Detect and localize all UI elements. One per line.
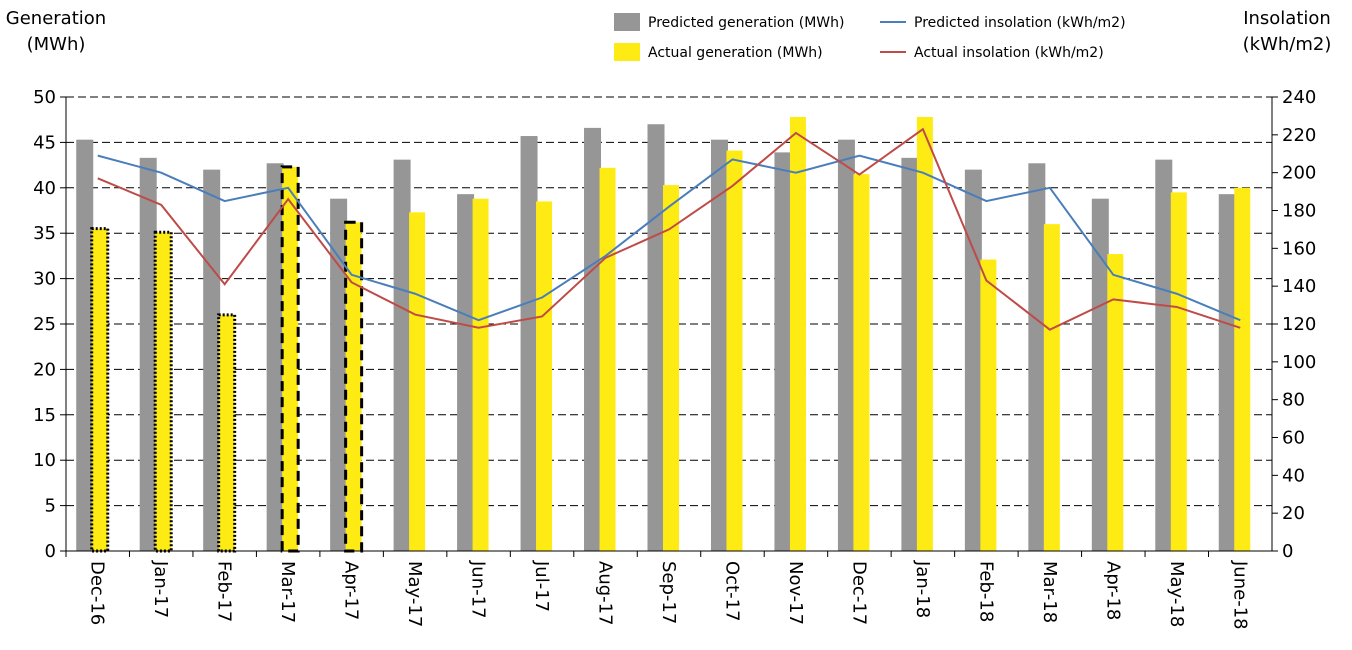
y2-tick-label: 220 — [1282, 125, 1316, 146]
y2-tick-label: 240 — [1282, 87, 1316, 108]
x-tick-label: Apr-18 — [1102, 561, 1123, 620]
legend-swatch — [614, 43, 640, 61]
bar — [584, 127, 602, 551]
legend-label: Predicted insolation (kWh/m2) — [914, 15, 1126, 31]
x-tick-label: May-18 — [1166, 561, 1187, 627]
x-tick-label: Sep-17 — [658, 561, 679, 624]
bar — [1043, 224, 1060, 551]
bar — [901, 157, 919, 551]
bar — [266, 163, 284, 551]
y-tick-label: 5 — [45, 496, 56, 517]
x-tick-label: Jun-17 — [468, 560, 489, 619]
bar — [980, 259, 997, 551]
y2-tick-label: 40 — [1282, 465, 1305, 486]
bar — [393, 159, 411, 552]
bar — [1170, 192, 1187, 551]
bar — [663, 185, 679, 552]
legend-label: Actual insolation (kWh/m2) — [914, 45, 1104, 61]
bar — [964, 169, 982, 551]
bar — [520, 136, 538, 551]
bar — [1107, 254, 1124, 552]
line — [97, 127, 1241, 331]
bar — [774, 152, 792, 551]
x-tick-label: Jan-17 — [150, 560, 171, 618]
bar — [76, 139, 94, 551]
y-tick-label: 40 — [33, 178, 56, 199]
y2-tick-label: 200 — [1282, 163, 1316, 184]
bar — [916, 116, 933, 551]
y2-tick-label: 0 — [1282, 541, 1293, 562]
bar — [599, 167, 616, 551]
legend-label: Predicted generation (MWh) — [648, 15, 844, 31]
bar — [1028, 163, 1046, 551]
bar — [457, 194, 475, 551]
bar — [1218, 194, 1236, 551]
y-tick-label: 45 — [33, 132, 56, 153]
y2-tick-label: 180 — [1282, 201, 1316, 222]
y-tick-label: 20 — [33, 359, 56, 380]
bar — [90, 227, 110, 553]
y-tick-label: 50 — [33, 87, 56, 108]
bar — [217, 313, 237, 553]
y2-tick-label: 60 — [1282, 428, 1305, 449]
x-tick-label: Mar-17 — [277, 561, 298, 623]
y-tick-label: 35 — [33, 223, 56, 244]
bar — [472, 198, 489, 552]
legend-swatch — [614, 13, 640, 31]
legend-label: Actual generation (MWh) — [648, 45, 823, 61]
y-axis-label: Generation (MWh) — [5, 8, 107, 55]
x-tick-label: Aug-17 — [595, 561, 616, 626]
bar — [789, 116, 806, 551]
bar — [1091, 198, 1109, 552]
y2-tick-label: 20 — [1282, 503, 1305, 524]
bar — [280, 165, 300, 553]
bar — [139, 157, 157, 551]
y2-tick-label: 120 — [1282, 314, 1316, 335]
x-tick-label: Feb-17 — [214, 561, 235, 622]
y2-tick-label: 160 — [1282, 238, 1316, 259]
x-tick-label: Feb-18 — [975, 561, 996, 622]
bar — [536, 201, 553, 552]
bar — [837, 139, 855, 551]
bar — [726, 150, 743, 551]
bar — [1155, 159, 1173, 552]
bar — [409, 212, 426, 552]
bar — [1234, 187, 1251, 552]
x-tick-label: Dec-17 — [848, 561, 869, 625]
line — [97, 154, 1241, 322]
y-tick-label: 10 — [33, 450, 56, 471]
y-tick-label: 30 — [33, 269, 56, 290]
x-tick-label: May-17 — [404, 561, 425, 627]
bar — [344, 220, 364, 553]
x-tick-label: Oct-17 — [721, 561, 742, 622]
x-tick-label: Nov-17 — [785, 561, 806, 625]
bar — [330, 198, 348, 552]
x-tick-label: Jul-17 — [531, 560, 552, 612]
x-tick-label: Mar-18 — [1039, 561, 1060, 623]
y-tick-label: 15 — [33, 405, 56, 426]
bar — [853, 174, 870, 551]
y-tick-label: 25 — [33, 314, 56, 335]
y2-tick-label: 140 — [1282, 276, 1316, 297]
bar — [203, 169, 221, 551]
bar — [647, 124, 665, 552]
y2-tick-label: 100 — [1282, 352, 1316, 373]
x-tick-label: Dec-16 — [87, 561, 108, 625]
x-tick-label: Apr-17 — [341, 561, 362, 620]
x-tick-label: Jan-18 — [912, 560, 933, 618]
y2-axis-label: Insolation (kWh/m2) — [1242, 8, 1332, 55]
bar — [153, 230, 173, 553]
y2-tick-label: 80 — [1282, 390, 1305, 411]
bar — [710, 139, 728, 551]
x-tick-label: June-18 — [1229, 560, 1250, 630]
y-tick-label: 0 — [45, 541, 56, 562]
